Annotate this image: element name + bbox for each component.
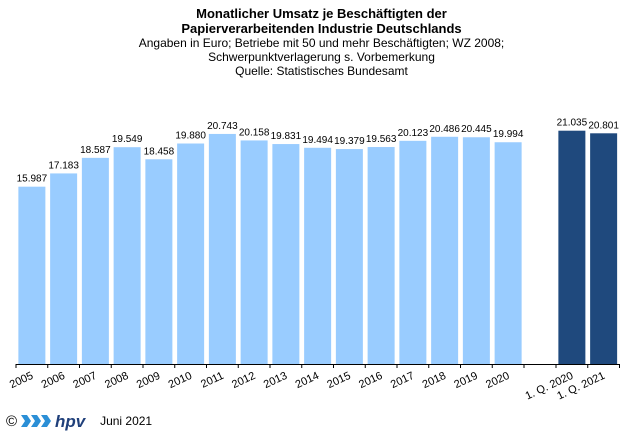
copyright-symbol: © xyxy=(6,412,18,430)
bar-annual xyxy=(208,133,236,364)
bar-quarter xyxy=(558,130,586,364)
bar-value-label: 18.587 xyxy=(80,145,111,156)
bar-annual xyxy=(18,186,46,364)
chart-subtitle-line2: Schwerpunktverlagerung s. Vorbemerkung xyxy=(208,50,435,64)
hpv-logo: hpv xyxy=(55,412,87,431)
x-tick-label: 2011 xyxy=(199,370,226,391)
bar-value-label: 21.035 xyxy=(557,118,588,129)
bar-value-label: 20.445 xyxy=(461,124,492,135)
bar-value-label: 20.486 xyxy=(429,124,460,135)
x-axis-ticks-group xyxy=(15,364,620,368)
bar-chart: 15.98717.18318.58719.54918.45819.88020.7… xyxy=(8,118,620,403)
bar-value-label: 20.743 xyxy=(207,121,238,132)
bar-value-label: 19.994 xyxy=(493,129,524,140)
footer-date: Juni 2021 xyxy=(100,414,153,428)
bar-annual xyxy=(367,147,395,364)
bar-annual xyxy=(272,144,300,364)
x-tick-label: 2018 xyxy=(421,370,448,391)
bars-group xyxy=(18,130,618,364)
x-tick-label: 2013 xyxy=(262,370,289,391)
bar-value-label: 19.563 xyxy=(366,134,397,145)
chart-subtitle: Angaben in Euro; Betriebe mit 50 und meh… xyxy=(138,36,505,50)
bar-annual xyxy=(113,147,141,364)
bar-value-label: 20.801 xyxy=(588,120,619,131)
chart-title: Monatlicher Umsatz je Beschäftigten der xyxy=(196,6,447,21)
bar-annual xyxy=(240,140,268,364)
x-tick-label: 2006 xyxy=(40,370,67,391)
bar-annual xyxy=(335,149,363,364)
bar-annual xyxy=(399,140,427,364)
chart-title-line2: Papierverarbeitenden Industrie Deutschla… xyxy=(181,21,462,36)
bar-value-label: 18.458 xyxy=(144,146,175,157)
x-tick-label: 2014 xyxy=(294,370,321,391)
bar-value-label: 19.831 xyxy=(271,131,302,142)
x-tick-label: 2005 xyxy=(8,370,35,391)
x-tick-label: 2008 xyxy=(103,370,130,391)
hpv-wave-logo-icon xyxy=(21,415,52,427)
chart-title-block: Monatlicher Umsatz je Beschäftigten der … xyxy=(0,6,643,78)
bar-annual xyxy=(177,143,205,364)
x-tick-label: 2009 xyxy=(135,370,162,391)
bar-annual xyxy=(462,137,490,364)
bar-value-label: 20.158 xyxy=(239,127,270,138)
x-tick-label: 2010 xyxy=(167,370,194,391)
bar-value-label: 19.379 xyxy=(334,136,365,147)
bar-value-label: 15.987 xyxy=(17,174,48,185)
chart-source: Quelle: Statistisches Bundesamt xyxy=(235,64,408,78)
bar-annual xyxy=(145,159,173,364)
svg-text:hpv: hpv xyxy=(55,412,87,431)
x-tick-label: 2007 xyxy=(71,370,98,391)
x-axis-tick-labels-group: 2005 2006 2007 2008 2009 2010 2011 2012 2013 2014… xyxy=(8,370,607,403)
bar-value-label: 20.123 xyxy=(398,128,429,139)
x-tick-label: 2012 xyxy=(230,370,257,391)
bar-value-label: 19.549 xyxy=(112,134,143,145)
bar-annual xyxy=(431,136,459,364)
x-tick-label: 2015 xyxy=(325,370,352,391)
bar-value-label: 17.183 xyxy=(48,160,79,171)
x-tick-label: 2016 xyxy=(357,370,384,391)
bar-annual xyxy=(304,147,332,364)
footer: © hpv Juni 2021 xyxy=(6,410,152,432)
bar-annual xyxy=(81,157,109,364)
bar-annual xyxy=(50,173,78,364)
bar-value-label: 19.880 xyxy=(175,131,206,142)
bar-annual xyxy=(494,142,522,364)
bar-value-label: 19.494 xyxy=(302,135,333,146)
x-tick-label: 2019 xyxy=(452,370,479,391)
x-tick-label: 2020 xyxy=(484,370,511,391)
x-tick-label: 2017 xyxy=(389,370,416,391)
value-labels-group: 15.98717.18318.58719.54918.45819.88020.7… xyxy=(17,118,620,185)
bar-quarter xyxy=(590,133,618,364)
